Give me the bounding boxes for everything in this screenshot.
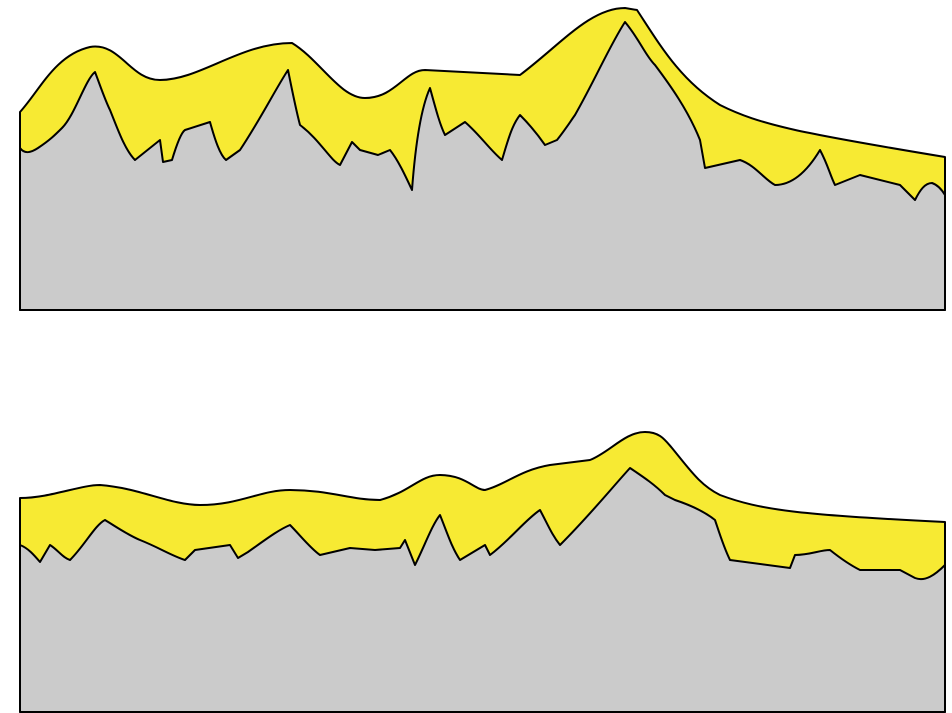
upper-profile	[20, 8, 945, 310]
page: (() => { const data = JSON.parse(documen…	[0, 0, 952, 713]
profiles	[0, 0, 952, 713]
lower-profile	[20, 432, 945, 712]
